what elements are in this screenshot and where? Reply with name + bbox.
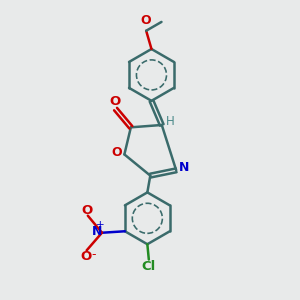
Text: O: O — [140, 14, 151, 27]
Text: H: H — [166, 115, 174, 128]
Text: +: + — [96, 220, 105, 230]
Text: O: O — [82, 204, 93, 217]
Text: N: N — [179, 161, 189, 174]
Text: O: O — [111, 146, 122, 159]
Text: O: O — [80, 250, 92, 263]
Text: O: O — [109, 95, 120, 108]
Text: N: N — [92, 225, 102, 238]
Text: -: - — [92, 248, 96, 261]
Text: Cl: Cl — [142, 260, 156, 273]
